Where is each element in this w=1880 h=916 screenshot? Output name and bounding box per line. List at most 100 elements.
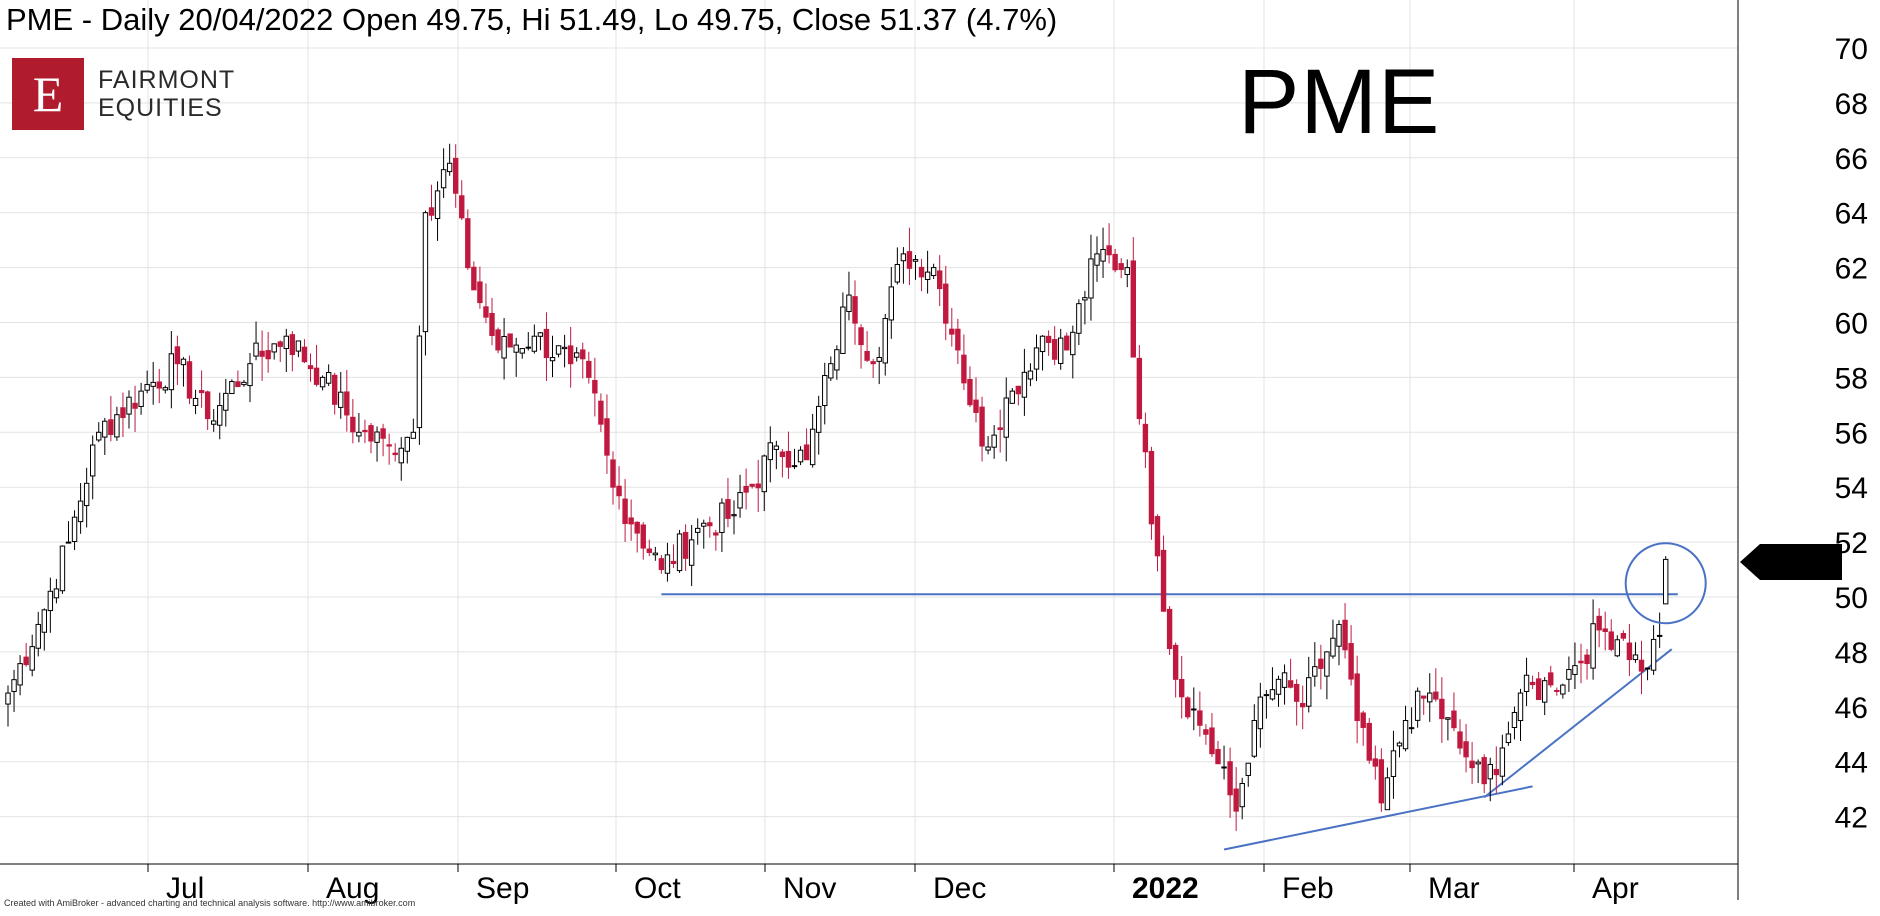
candle-body-up	[47, 590, 54, 612]
candle	[1293, 679, 1300, 726]
candle	[997, 409, 1003, 453]
candle	[138, 382, 144, 415]
candle-body-up	[138, 390, 144, 407]
candle-body-down	[1535, 678, 1542, 701]
candles	[5, 143, 1669, 832]
candle-body-up	[1221, 766, 1227, 769]
candle-body-down	[586, 360, 592, 378]
candle	[755, 459, 761, 513]
candle-body-down	[289, 334, 296, 355]
candle-body-down	[973, 399, 979, 413]
candle	[586, 351, 592, 384]
candle	[1354, 655, 1360, 744]
candle-body-down	[749, 483, 755, 487]
candle-body-down	[1233, 788, 1239, 812]
x-tick-label: Aug	[326, 872, 379, 905]
candle-body-up	[719, 502, 725, 533]
candle-body-up	[1239, 782, 1245, 808]
candle	[1366, 718, 1372, 764]
candle	[943, 265, 949, 341]
candle-body-down	[955, 328, 961, 351]
candle	[229, 379, 235, 395]
candle	[701, 519, 707, 549]
candle-body-down	[350, 416, 356, 433]
candle-body-down	[1620, 633, 1627, 639]
candle-body-down	[937, 270, 943, 290]
candle	[192, 389, 199, 415]
candle	[1003, 377, 1009, 462]
candle	[459, 180, 465, 221]
candle	[1300, 685, 1306, 730]
candle	[1614, 635, 1620, 658]
candle	[1318, 644, 1324, 690]
candle	[1596, 608, 1602, 648]
candle-body-up	[1505, 733, 1512, 744]
candle-body-up	[549, 357, 556, 362]
candle-body-down	[785, 450, 792, 468]
candle-body-down	[1433, 691, 1439, 700]
candle	[767, 426, 773, 483]
candle	[1572, 642, 1578, 690]
candle	[707, 516, 713, 538]
candle	[1263, 689, 1270, 719]
candle	[1421, 695, 1427, 715]
candle	[1342, 603, 1348, 659]
candle-body-up	[96, 431, 102, 441]
candle-body-up	[1402, 720, 1409, 750]
candle	[731, 500, 737, 535]
candle	[840, 292, 846, 354]
candle	[1082, 290, 1088, 325]
candle	[71, 510, 78, 551]
candle	[1209, 712, 1215, 758]
y-tick-label: 42	[1835, 802, 1868, 835]
candle-body-up	[1070, 331, 1076, 356]
candle	[1245, 762, 1251, 787]
candle	[1632, 642, 1639, 663]
candle-body-up	[11, 679, 17, 692]
candle	[555, 345, 562, 358]
candle-body-up	[1590, 623, 1596, 669]
candle-body-down	[1439, 698, 1445, 720]
candle	[561, 334, 568, 368]
candle	[1656, 612, 1663, 648]
candle	[1015, 385, 1022, 406]
candle	[519, 347, 525, 359]
candle	[567, 326, 574, 388]
candle	[1287, 658, 1294, 689]
candle-body-up	[537, 332, 544, 337]
candle	[676, 529, 683, 573]
x-tick-label: Oct	[634, 872, 681, 905]
candle-body-down	[670, 560, 677, 565]
y-tick-label: 46	[1835, 692, 1868, 725]
candle	[446, 143, 453, 176]
candle	[1511, 706, 1518, 740]
candle	[132, 385, 138, 433]
candle-body-up	[283, 335, 290, 350]
candle	[386, 433, 392, 465]
candle-body-down	[1166, 608, 1173, 650]
candle	[785, 431, 792, 479]
candle	[1197, 691, 1203, 737]
candle	[465, 209, 471, 270]
footer-credit: Created with AmiBroker - advanced charti…	[4, 898, 416, 908]
candle	[816, 395, 822, 455]
candle-body-up	[404, 436, 411, 452]
candle-body-down	[616, 485, 622, 497]
x-tick-label: Mar	[1428, 872, 1480, 905]
candle	[1542, 677, 1548, 716]
candle-body-down	[1378, 759, 1385, 804]
candle	[1475, 759, 1481, 783]
candle	[325, 364, 332, 386]
candle	[646, 539, 652, 557]
candle-body-up	[1088, 258, 1094, 299]
candle	[1070, 325, 1076, 379]
candle-body-up	[1427, 692, 1433, 703]
candle	[1469, 742, 1475, 784]
candle-body-down	[1457, 731, 1463, 749]
candle-body-up	[1058, 337, 1064, 364]
candle	[223, 378, 229, 427]
candle	[543, 312, 550, 381]
candle-body-up	[828, 363, 834, 379]
candle-body-up	[1414, 690, 1421, 721]
candle-body-down	[1112, 253, 1118, 271]
